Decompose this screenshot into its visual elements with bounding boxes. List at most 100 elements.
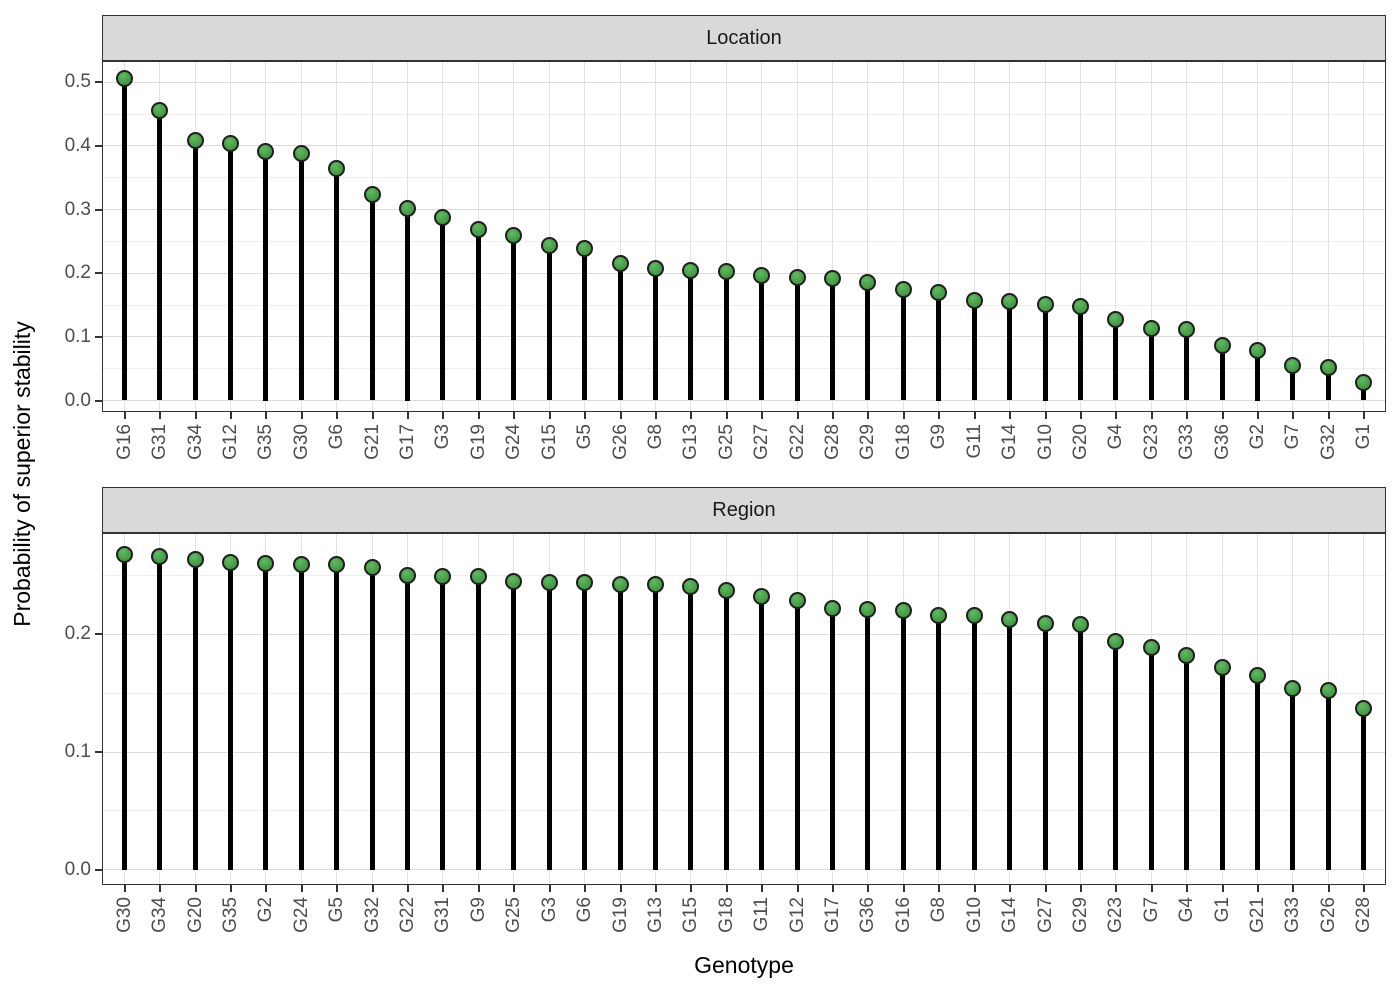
lollipop-dot [221, 134, 239, 152]
x-axis-tick [1257, 885, 1259, 892]
vertical-gridline [1044, 62, 1046, 411]
lollipop-dot [965, 607, 983, 625]
lollipop-stem [688, 270, 694, 401]
x-axis-title: Genotype [694, 952, 794, 978]
vertical-gridline [938, 62, 940, 411]
vertical-gridline [1115, 62, 1117, 411]
x-tick-label: G23 [1105, 897, 1127, 933]
vertical-gridline [584, 62, 586, 411]
vertical-gridline [867, 62, 869, 411]
x-tick-label: G12 [786, 897, 808, 933]
lollipop-stem [936, 292, 942, 401]
x-axis-tick [690, 412, 693, 419]
x-tick-label: G11 [963, 424, 985, 459]
lollipop-dot [611, 254, 629, 272]
lollipop-dot [1142, 320, 1160, 338]
x-axis-tick [654, 885, 657, 892]
x-tick-label: G7 [1140, 897, 1162, 923]
lollipop-stem [334, 168, 340, 401]
x-axis-tick [902, 412, 905, 419]
x-axis-tick [159, 412, 162, 419]
lollipop-stem [830, 278, 836, 401]
lollipop-dot [328, 556, 346, 574]
x-axis-tick [867, 885, 870, 892]
lollipop-stem [865, 609, 871, 870]
lollipop-stem [511, 235, 517, 401]
x-axis-tick [1186, 885, 1189, 892]
x-tick-label: G30 [290, 424, 312, 460]
x-axis-tick [1079, 412, 1082, 419]
x-axis-tick [1009, 885, 1012, 892]
lollipop-stem [759, 596, 765, 870]
vertical-gridline [1079, 62, 1081, 411]
lollipop-stem [546, 245, 552, 401]
lollipop-stem [369, 194, 375, 401]
x-axis-tick [371, 885, 374, 892]
lollipop-stem [369, 567, 375, 870]
lollipop-dot [434, 209, 452, 227]
y-tick-label: 0.4 [64, 134, 91, 156]
lollipop-dot [1284, 357, 1302, 374]
major-gridline [103, 336, 1385, 338]
x-tick-label: G28 [1353, 897, 1375, 933]
x-tick-label: G12 [219, 424, 241, 460]
lollipop-stem [1255, 675, 1260, 870]
lollipop-dot [753, 588, 771, 606]
lollipop-dot [1142, 638, 1160, 656]
x-tick-label: G33 [1282, 897, 1304, 933]
vertical-gridline [832, 62, 834, 411]
lollipop-stem [794, 277, 800, 401]
lollipop-dot [1213, 336, 1231, 354]
x-tick-label: G36 [857, 897, 879, 933]
vertical-gridline [1327, 62, 1329, 411]
lollipop-stem [1184, 329, 1190, 401]
x-tick-label: G26 [1317, 897, 1339, 933]
lollipop-stem [1077, 306, 1083, 401]
lollipop-dot [186, 132, 204, 150]
lollipop-dot [682, 262, 700, 280]
x-axis-tick [867, 412, 870, 419]
lollipop-dot [151, 102, 169, 120]
x-axis-tick [619, 885, 622, 892]
x-axis-tick [407, 885, 410, 892]
x-tick-label: G16 [892, 897, 914, 933]
x-axis-tick [336, 885, 339, 892]
lollipop-dot [1249, 667, 1266, 685]
lollipop-stem [759, 275, 765, 401]
x-tick-label: G1 [1211, 897, 1233, 923]
lollipop-dot [1319, 682, 1337, 700]
x-tick-label: G7 [1282, 424, 1304, 450]
lollipop-dot [859, 273, 877, 291]
lollipop-dot [363, 558, 381, 576]
lollipop-dot [292, 145, 310, 163]
facet-strip-region: Region [102, 487, 1386, 533]
lollipop-dot [115, 545, 133, 563]
x-tick-label: G35 [219, 897, 241, 933]
lollipop-stem [1042, 304, 1048, 401]
lollipop-stem [1148, 647, 1154, 870]
x-axis-tick [477, 885, 480, 892]
y-axis-tick [94, 399, 102, 402]
minor-gridline [103, 304, 1385, 306]
x-tick-label: G8 [928, 897, 950, 923]
facet-region: Region 0.0 0.1 0.2 G30 G34 G20 G35 G2 G24 G5 G32 G… [65, 487, 1386, 963]
lollipop-stem [227, 562, 233, 870]
x-axis-tick [1363, 885, 1366, 892]
lollipop-stem [582, 582, 588, 870]
x-tick-label: G17 [822, 897, 844, 933]
x-axis-tick [1115, 885, 1118, 892]
lollipop-stem [475, 229, 481, 401]
x-tick-label: G5 [574, 424, 596, 450]
x-axis-tick [442, 885, 445, 892]
x-tick-label: G17 [397, 424, 419, 460]
x-axis-tick [336, 412, 339, 419]
lollipop-dot [1036, 615, 1054, 633]
lollipop-stem [900, 610, 906, 870]
x-tick-label: G6 [326, 424, 348, 450]
vertical-gridline [1257, 62, 1258, 411]
lollipop-stem [582, 248, 588, 401]
x-axis-tick [300, 885, 303, 892]
lollipop-dot [930, 607, 948, 625]
lollipop-stem [475, 576, 481, 870]
x-tick-label: G33 [1176, 424, 1198, 460]
